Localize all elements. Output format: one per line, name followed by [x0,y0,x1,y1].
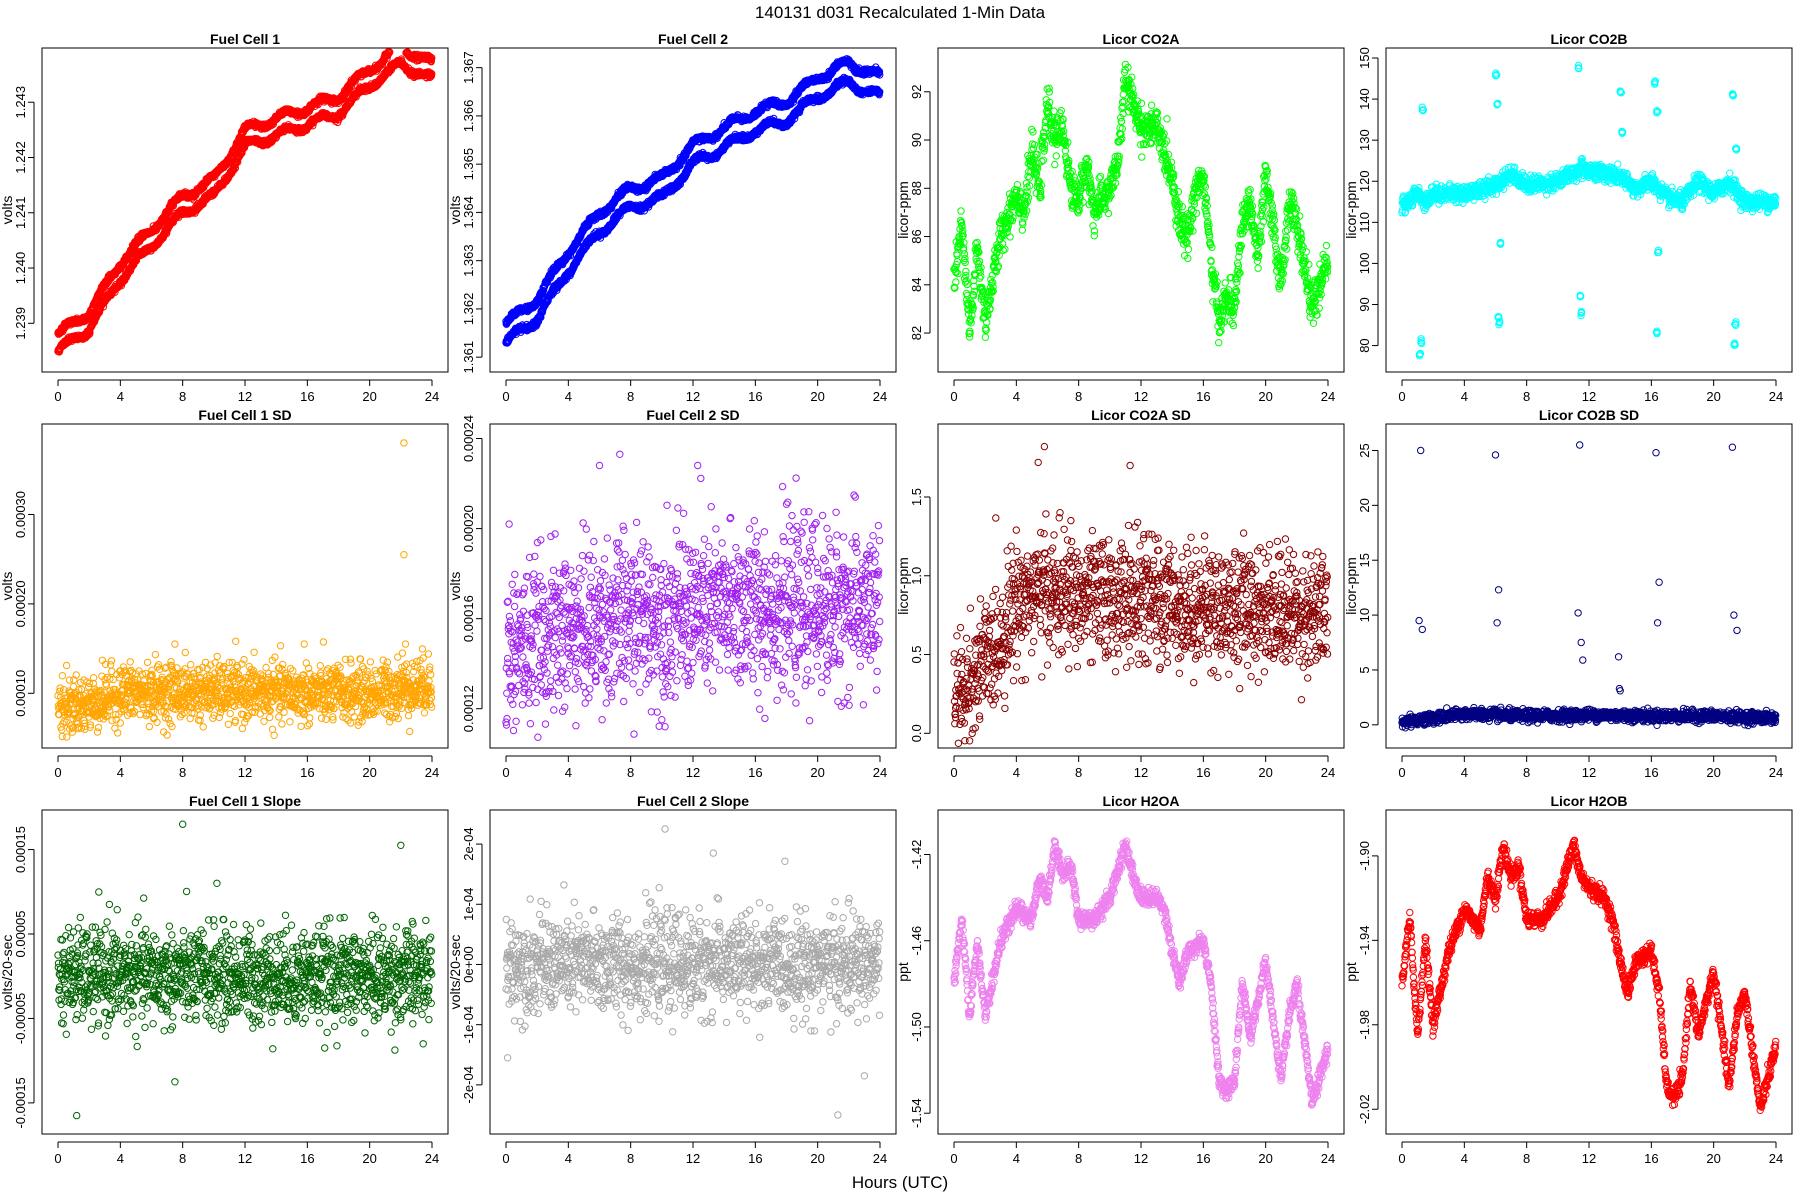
plot-frame [41,47,449,373]
y-tick-label: 1.239 [13,307,28,340]
y-tick-label: 1.362 [461,293,476,326]
y-tick-label: 1.240 [13,252,28,285]
y-tick-label: 1.243 [13,86,28,119]
figure-title: 140131 d031 Recalculated 1-Min Data [755,3,1046,22]
y-tick-label: 1.364 [461,196,476,229]
x-tick-label: 0 [502,389,509,404]
x-tick-label: 16 [748,389,762,404]
y-tick-label: 1.367 [461,51,476,84]
x-tick-label: 8 [179,389,186,404]
x-tick-label: 8 [627,389,634,404]
x-tick-label: 20 [810,389,824,404]
y-axis: 1.361 1.362 1.363 1.364 1.365 1.366 1.367 [461,51,483,374]
x-tick-label: 12 [686,389,700,404]
y-tick-label: 1.361 [461,341,476,374]
y-tick-label: 1.365 [461,148,476,181]
plot-frame [489,47,897,373]
y-axis-label: volts [0,196,15,225]
y-tick-label: 1.242 [13,141,28,174]
x-tick-label: 4 [565,389,572,404]
x-tick-label: 24 [873,389,887,404]
figure-xlabel: Hours (UTC) [852,1173,948,1192]
x-tick-label: 16 [300,389,314,404]
x-tick-label: 12 [238,389,252,404]
x-axis: 0 4 8 12 16 20 24 [54,379,439,404]
y-tick-label: 1.366 [461,100,476,133]
x-tick-label: 24 [425,389,439,404]
chart-title: Fuel Cell 1 [210,31,280,47]
data-points [54,48,436,356]
x-tick-label: 20 [362,389,376,404]
x-tick-label: 4 [117,389,124,404]
data-points [502,55,884,347]
y-tick-label: 1.241 [13,196,28,229]
y-axis: 1.239 1.240 1.241 1.242 1.243 [13,86,35,340]
chart-title: Fuel Cell 2 [658,31,728,47]
y-tick-label: 1.363 [461,244,476,277]
x-axis: 0 4 8 12 16 20 24 [502,379,887,404]
x-tick-label: 0 [54,389,61,404]
